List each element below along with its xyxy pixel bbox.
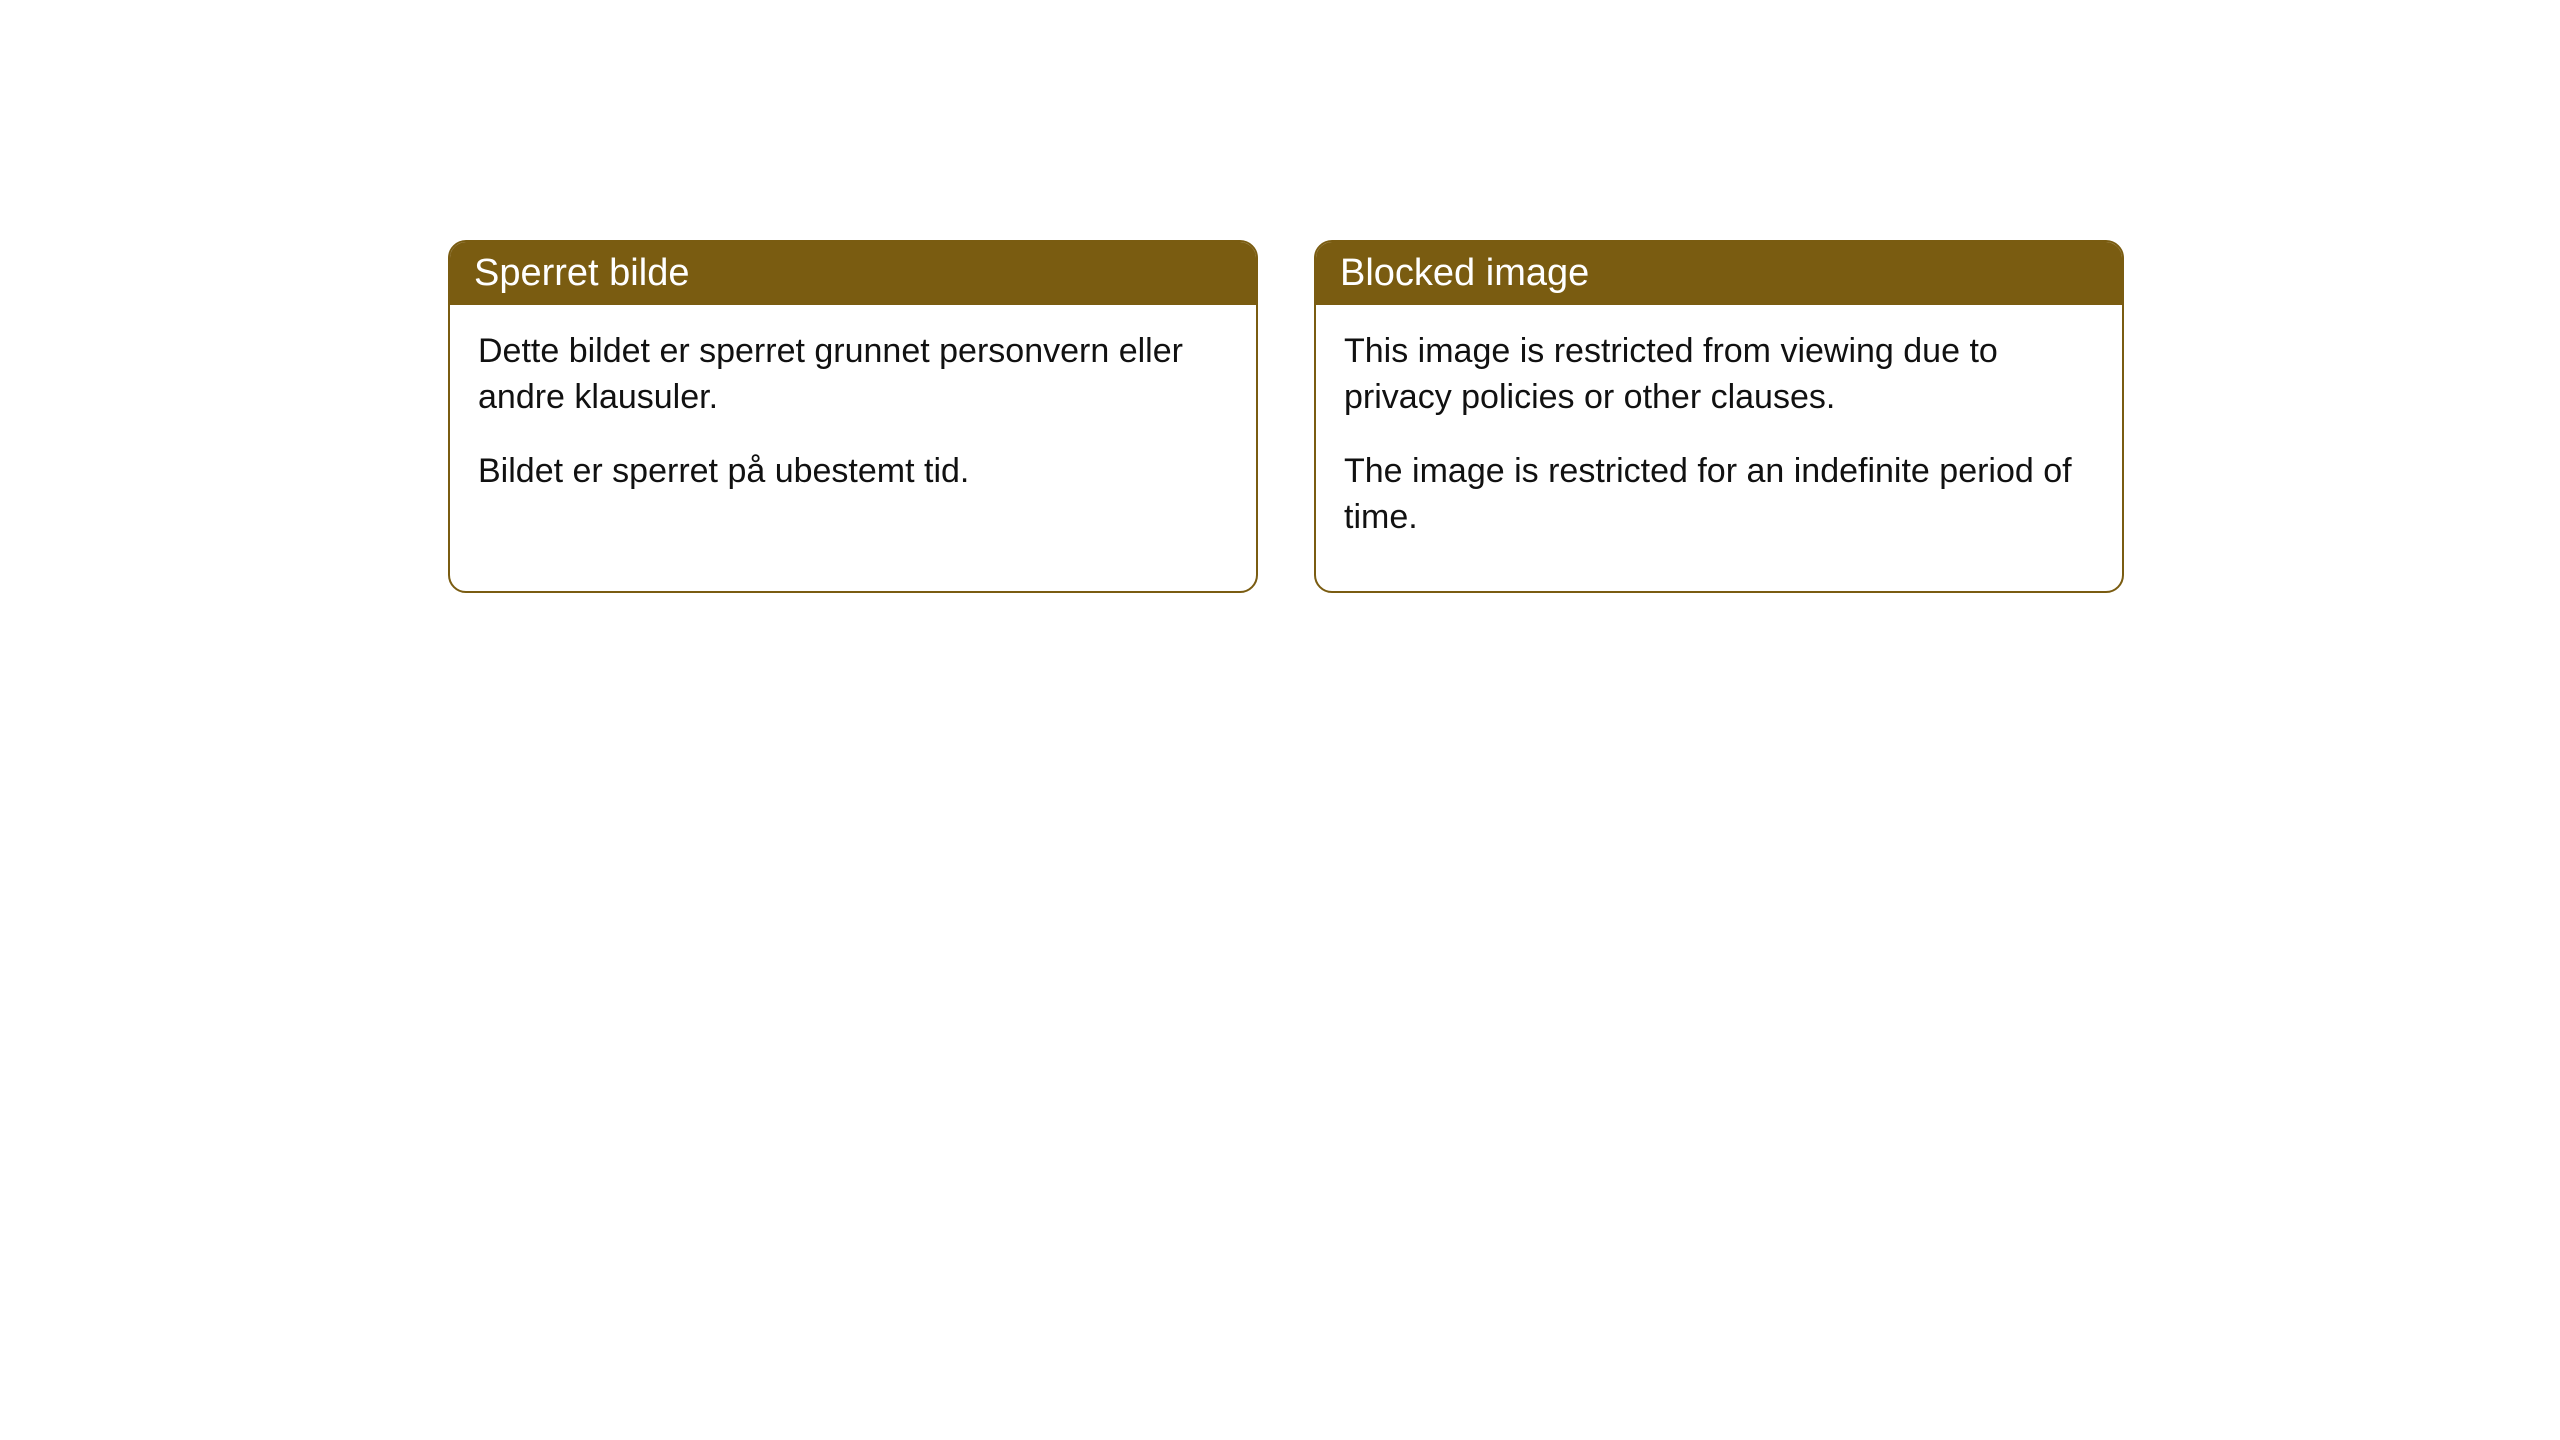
card-header-norwegian: Sperret bilde: [450, 242, 1256, 305]
card-header-english: Blocked image: [1316, 242, 2122, 305]
notice-paragraph: Dette bildet er sperret grunnet personve…: [478, 329, 1228, 421]
notice-cards-container: Sperret bilde Dette bildet er sperret gr…: [448, 240, 2124, 593]
notice-paragraph: Bildet er sperret på ubestemt tid.: [478, 449, 1228, 495]
card-title: Sperret bilde: [474, 252, 689, 294]
notice-paragraph: The image is restricted for an indefinit…: [1344, 449, 2094, 541]
card-body-english: This image is restricted from viewing du…: [1316, 305, 2122, 591]
notice-paragraph: This image is restricted from viewing du…: [1344, 329, 2094, 421]
card-title: Blocked image: [1340, 252, 1589, 294]
blocked-image-card-norwegian: Sperret bilde Dette bildet er sperret gr…: [448, 240, 1258, 593]
card-body-norwegian: Dette bildet er sperret grunnet personve…: [450, 305, 1256, 545]
blocked-image-card-english: Blocked image This image is restricted f…: [1314, 240, 2124, 593]
